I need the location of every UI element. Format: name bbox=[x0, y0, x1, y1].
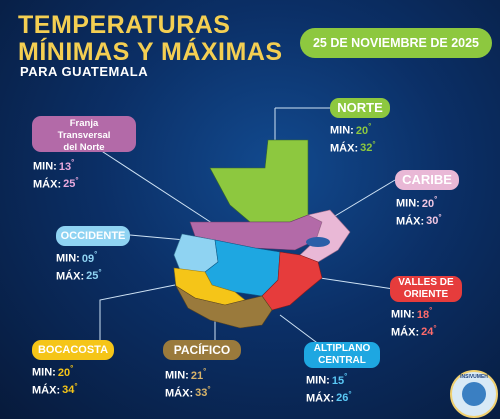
region-tag-pacifico: PACÍFICO bbox=[163, 340, 241, 360]
insivumeh-logo: INSIVUMEH bbox=[450, 370, 498, 418]
values-valles: MIN: 18° MÁX: 24° bbox=[391, 306, 437, 339]
region-tag-franja: Franja Transversal del Norte bbox=[32, 116, 136, 153]
values-franja: MIN: 13° MÁX: 25° bbox=[33, 158, 79, 191]
region-pacifico bbox=[175, 285, 273, 329]
values-caribe: MIN: 20° MÁX: 30° bbox=[396, 195, 442, 228]
region-altiplano bbox=[204, 239, 281, 297]
date-badge: 25 DE NOVIEMBRE DE 2025 bbox=[300, 28, 492, 58]
values-norte: MIN: 20° MÁX: 32° bbox=[330, 122, 376, 155]
region-tag-valles: VALLES DE ORIENTE bbox=[390, 276, 462, 302]
page-title: TEMPERATURAS MÍNIMAS Y MÁXIMAS bbox=[18, 12, 283, 66]
region-tag-occidente: OCCIDENTE bbox=[56, 226, 130, 246]
region-tag-altiplano: ALTIPLANO CENTRAL bbox=[304, 342, 380, 368]
region-tag-bocacosta: BOCACOSTA bbox=[32, 340, 114, 360]
title-line-2: MÍNIMAS Y MÁXIMAS bbox=[18, 38, 283, 66]
globe-icon bbox=[462, 382, 486, 406]
region-tag-norte: NORTE bbox=[330, 98, 390, 118]
lake-izabal bbox=[306, 237, 330, 247]
title-line-1: TEMPERATURAS bbox=[18, 11, 231, 39]
logo-text: INSIVUMEH bbox=[460, 374, 488, 380]
region-occidente bbox=[173, 233, 219, 273]
values-altiplano: MIN: 15° MÁX: 26° bbox=[306, 372, 352, 405]
values-occidente: MIN: 09° MÁX: 25° bbox=[56, 250, 102, 283]
region-norte bbox=[209, 139, 309, 223]
leader-franja bbox=[99, 149, 216, 226]
values-pacifico: MIN: 21° MÁX: 33° bbox=[165, 367, 211, 400]
leader-bocacosta bbox=[99, 284, 176, 350]
values-bocacosta: MIN: 20° MÁX: 34° bbox=[32, 364, 78, 397]
region-valles bbox=[261, 251, 323, 311]
page-subtitle: PARA GUATEMALA bbox=[20, 64, 149, 79]
leader-altiplano bbox=[279, 314, 321, 346]
region-tag-caribe: CARIBE bbox=[395, 170, 459, 190]
leader-occidente bbox=[129, 234, 186, 241]
